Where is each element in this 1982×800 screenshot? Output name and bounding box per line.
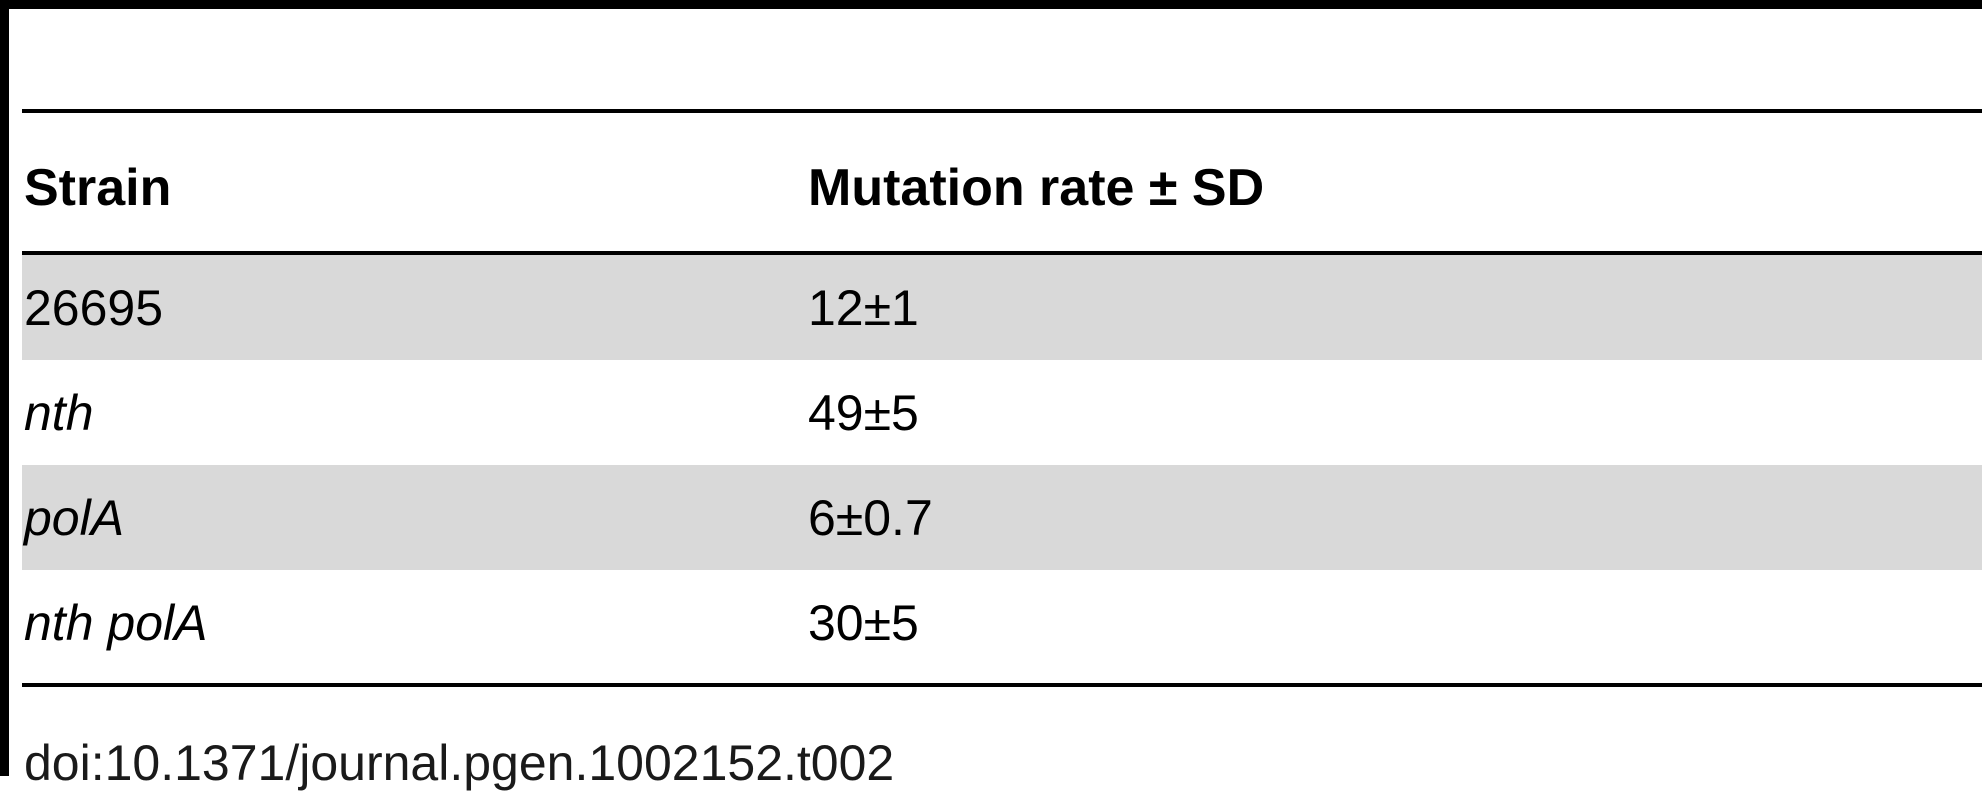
mutation-rate-table: Strain Mutation rate ± SD 26695 12±1 nth… bbox=[22, 113, 1982, 675]
doi-caption: doi:10.1371/journal.pgen.1002152.t002 bbox=[24, 735, 895, 791]
table-row: nth polA 30±5 bbox=[22, 570, 1982, 675]
left-border bbox=[0, 0, 9, 776]
rate-cell: 6±0.7 bbox=[808, 489, 933, 546]
header-top-rule bbox=[22, 109, 1982, 113]
strain-cell: nth bbox=[24, 384, 94, 441]
strain-cell: nth polA bbox=[24, 594, 208, 651]
strain-cell: polA bbox=[24, 489, 125, 546]
rate-cell: 30±5 bbox=[808, 594, 919, 651]
table-header-row: Strain Mutation rate ± SD bbox=[22, 113, 1982, 251]
header-bottom-rule bbox=[22, 251, 1982, 255]
top-border bbox=[0, 0, 1982, 9]
header-mutation-rate: Mutation rate ± SD bbox=[808, 159, 1265, 217]
table-row: polA 6±0.7 bbox=[22, 465, 1982, 570]
table-row: 26695 12±1 bbox=[22, 255, 1982, 360]
strain-cell: 26695 bbox=[24, 279, 164, 336]
table-row: nth 49±5 bbox=[22, 360, 1982, 465]
rate-cell: 12±1 bbox=[808, 279, 919, 336]
header-strain: Strain bbox=[24, 159, 172, 217]
table-bottom-rule bbox=[22, 683, 1982, 687]
rate-cell: 49±5 bbox=[808, 384, 919, 441]
